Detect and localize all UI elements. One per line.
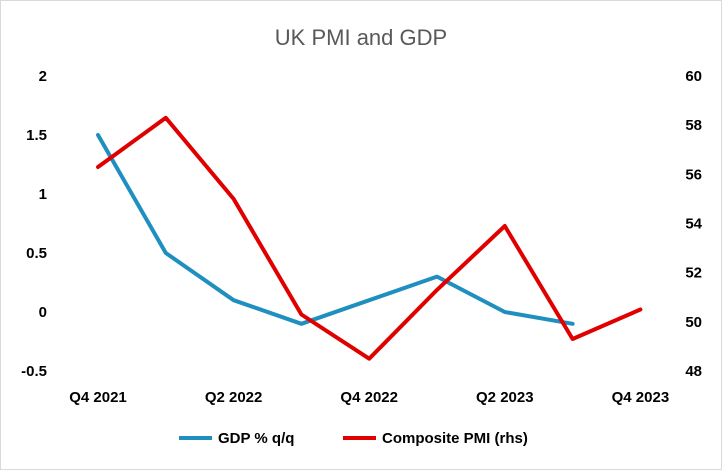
x-tick-label: Q2 2023 bbox=[476, 389, 534, 406]
left-tick-label: -0.5 bbox=[21, 363, 47, 380]
left-tick-label: 0.5 bbox=[26, 245, 47, 262]
right-tick-label: 52 bbox=[685, 265, 702, 282]
left-tick-label: 0 bbox=[39, 304, 47, 321]
legend-label: Composite PMI (rhs) bbox=[382, 430, 528, 447]
x-tick-label: Q4 2022 bbox=[340, 389, 398, 406]
legend-label: GDP % q/q bbox=[218, 430, 294, 447]
series-line-1 bbox=[96, 133, 575, 326]
x-tick-label: Q4 2023 bbox=[612, 389, 670, 406]
right-tick-label: 48 bbox=[685, 363, 702, 380]
left-tick-label: 1 bbox=[39, 186, 47, 203]
right-tick-label: 60 bbox=[685, 68, 702, 85]
left-tick-label: 1.5 bbox=[26, 127, 47, 144]
series-line-2 bbox=[96, 115, 643, 361]
right-axis-ticks: 48 50 52 54 56 58 60 bbox=[685, 68, 702, 380]
legend: GDP % q/q Composite PMI (rhs) bbox=[179, 430, 528, 447]
x-axis-ticks: Q4 2021 Q2 2022 Q4 2022 Q2 2023 Q4 2023 bbox=[69, 389, 669, 406]
x-tick-label: Q2 2022 bbox=[205, 389, 263, 406]
left-axis-ticks: -0.5 0 0.5 1 1.5 2 bbox=[21, 68, 47, 380]
series-lines bbox=[96, 115, 643, 361]
left-tick-label: 2 bbox=[39, 68, 47, 85]
right-tick-label: 56 bbox=[685, 166, 702, 183]
chart-title: UK PMI and GDP bbox=[275, 25, 447, 50]
right-tick-label: 58 bbox=[685, 117, 702, 134]
right-tick-label: 54 bbox=[685, 216, 702, 233]
x-tick-label: Q4 2021 bbox=[69, 389, 127, 406]
right-tick-label: 50 bbox=[685, 314, 702, 331]
